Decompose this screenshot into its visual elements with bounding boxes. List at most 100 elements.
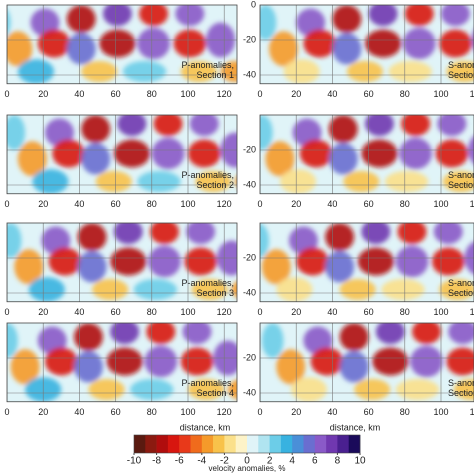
anomaly (66, 33, 96, 65)
y-tick-label: -20 (243, 144, 256, 154)
anomaly (32, 169, 69, 194)
anomaly (395, 379, 440, 400)
x-tick-label: 100 (180, 89, 195, 99)
x-axis-title: distance, km (180, 422, 231, 432)
field (7, 115, 237, 194)
anomaly (276, 277, 313, 302)
anomaly (227, 379, 237, 400)
anomaly (137, 171, 181, 192)
colorbar-tick-label: -8 (152, 456, 161, 467)
anomaly (186, 223, 216, 244)
anomaly (92, 279, 129, 300)
x-tick-label: 0 (4, 199, 9, 209)
colorbar-tick-label: 8 (335, 456, 341, 467)
x-tick-label: 120 (470, 407, 474, 417)
anomaly (137, 27, 170, 60)
x-tick-label: 20 (38, 89, 48, 99)
x-tick-label: 0 (257, 199, 262, 209)
x-tick-label: 80 (400, 407, 410, 417)
anomaly (346, 61, 384, 82)
panel-label: S-anomalies, (448, 378, 474, 388)
colorbar-swatch (269, 435, 282, 453)
y-tick-label: 0 (251, 0, 256, 9)
anomaly (437, 115, 467, 136)
panel (6, 322, 238, 403)
anomaly (388, 61, 432, 82)
anomaly (184, 247, 217, 276)
anomalies (7, 5, 237, 84)
anomaly (381, 279, 425, 300)
x-tick-label: 100 (180, 307, 195, 317)
panel-label: Section 3 (196, 288, 234, 298)
x-tick-label: 60 (364, 407, 374, 417)
colorbar-swatch (292, 435, 304, 453)
colorbar-tick-label: -4 (197, 456, 206, 467)
colorbar-swatch (156, 435, 169, 453)
anomaly (372, 347, 409, 376)
colorbar-swatch (314, 435, 327, 453)
x-tick-label: 60 (364, 199, 374, 209)
anomaly (442, 171, 474, 192)
field (7, 223, 237, 302)
anomaly (332, 33, 362, 65)
x-axis-title: distance, km (330, 422, 381, 432)
anomaly (441, 5, 470, 26)
anomalies (260, 5, 474, 84)
colorbar-swatch (247, 435, 259, 453)
colorbar-swatch (224, 435, 236, 453)
anomaly (439, 29, 472, 58)
colorbar-swatch (145, 435, 157, 453)
anomaly (7, 223, 22, 258)
anomaly (279, 169, 317, 194)
panel (259, 4, 474, 85)
field (260, 115, 474, 194)
colorbar-swatch (134, 435, 146, 453)
anomaly (122, 61, 167, 82)
colorbar-swatch (337, 435, 349, 453)
anomaly (188, 379, 225, 400)
anomaly (325, 223, 355, 251)
colorbar-swatch (326, 435, 338, 453)
x-tick-label: 80 (400, 307, 410, 317)
colorbar-tick-label: -2 (220, 456, 229, 467)
anomaly (37, 29, 71, 58)
field (260, 323, 474, 402)
x-tick-label: 80 (147, 199, 157, 209)
anomaly (148, 245, 181, 278)
anomaly (231, 281, 237, 298)
y-tick-label: -40 (243, 69, 256, 79)
anomaly (153, 115, 183, 136)
anomaly (220, 61, 237, 82)
anomaly (180, 61, 217, 82)
colorbar-swatch (280, 435, 293, 453)
x-tick-label: 120 (217, 199, 232, 209)
x-tick-label: 40 (74, 89, 84, 99)
x-tick-label: 60 (111, 407, 121, 417)
anomaly (404, 5, 434, 26)
x-tick-label: 40 (327, 199, 337, 209)
panel (6, 114, 238, 195)
colorbar-tick-label: 4 (289, 456, 295, 467)
colorbar-swatch (303, 435, 316, 453)
anomaly (95, 171, 132, 192)
anomaly (354, 379, 391, 400)
y-tick-label: -20 (243, 252, 256, 262)
panel-label: Section 4 (448, 388, 474, 398)
colorbar-swatch (258, 435, 270, 453)
x-tick-label: 60 (111, 89, 121, 99)
x-tick-label: 120 (470, 199, 474, 209)
x-tick-label: 60 (364, 89, 374, 99)
anomaly (375, 323, 405, 344)
x-tick-label: 80 (400, 89, 410, 99)
anomaly (412, 323, 441, 344)
anomaly (384, 171, 429, 192)
anomaly (139, 5, 169, 26)
x-tick-label: 100 (433, 89, 448, 99)
anomaly (81, 115, 111, 143)
anomaly (117, 115, 147, 136)
x-tick-label: 40 (327, 89, 337, 99)
field (7, 323, 237, 402)
x-tick-label: 100 (433, 407, 448, 417)
colorbar-swatch (201, 435, 214, 453)
x-tick-label: 20 (291, 199, 301, 209)
